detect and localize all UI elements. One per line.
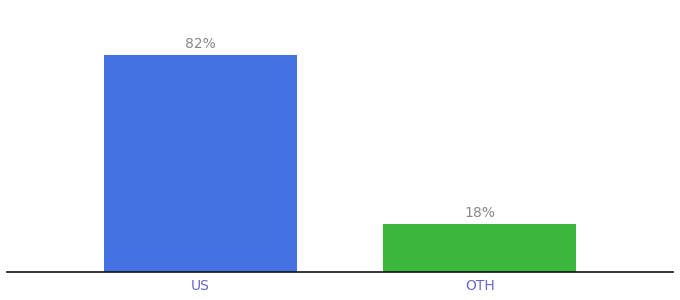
Text: 18%: 18%	[464, 206, 495, 220]
Bar	[383, 224, 577, 272]
Text: 82%: 82%	[185, 37, 216, 51]
Bar	[103, 55, 297, 272]
